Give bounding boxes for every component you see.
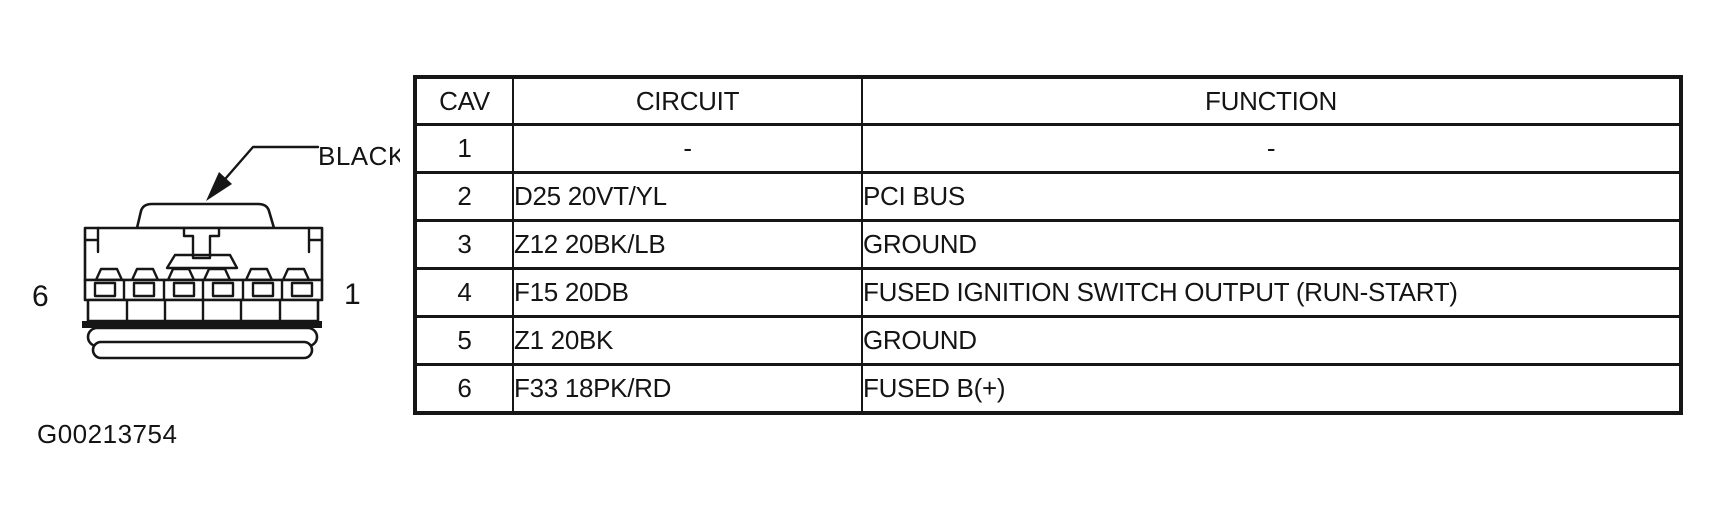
cell-function: GROUND (861, 315, 1682, 366)
cell-function: FUSED IGNITION SWITCH OUTPUT (RUN-START) (861, 267, 1682, 318)
col-header-cav: CAV (414, 75, 514, 126)
cell-function: GROUND (861, 219, 1682, 270)
cell-function: PCI BUS (861, 171, 1682, 222)
figure-id: G00213754 (37, 419, 177, 449)
connector-color-label: BLACK (318, 141, 400, 171)
cavity-1-label: 1 (344, 278, 361, 311)
table-row: 2 D25 20VT/YL PCI BUS (414, 171, 1682, 222)
leader-arrow (206, 147, 318, 201)
cell-cav: 5 (414, 315, 514, 366)
table-row: 1 - - (414, 123, 1682, 174)
cavity-6-label: 6 (32, 280, 49, 313)
cell-circuit: F15 20DB (512, 267, 863, 318)
cell-circuit: Z12 20BK/LB (512, 219, 863, 270)
table-row: 4 F15 20DB FUSED IGNITION SWITCH OUTPUT … (414, 267, 1682, 318)
table-row: 5 Z1 20BK GROUND (414, 315, 1682, 366)
cell-function: FUSED B(+) (861, 363, 1682, 415)
col-header-function: FUNCTION (861, 75, 1682, 126)
cell-cav: 6 (414, 363, 514, 415)
table-row: 6 F33 18PK/RD FUSED B(+) (414, 363, 1682, 415)
cell-cav: 3 (414, 219, 514, 270)
col-header-circuit: CIRCUIT (512, 75, 863, 126)
cell-circuit: Z1 20BK (512, 315, 863, 366)
cell-circuit: - (512, 123, 863, 174)
cell-cav: 4 (414, 267, 514, 318)
header-row: CAV CIRCUIT FUNCTION (414, 75, 1682, 126)
arrowhead-icon (206, 172, 232, 201)
connector-latch (137, 204, 274, 228)
pinout-table: CAV CIRCUIT FUNCTION 1 - - 2 D25 20VT/YL… (413, 75, 1683, 415)
connector-body (82, 228, 322, 358)
cell-circuit: D25 20VT/YL (512, 171, 863, 222)
cell-cav: 1 (414, 123, 514, 174)
connector-diagram: BLACK 6 1 G00213754 (32, 141, 400, 449)
cell-circuit: F33 18PK/RD (512, 363, 863, 415)
table-row: 3 Z12 20BK/LB GROUND (414, 219, 1682, 270)
cell-function: - (861, 123, 1682, 174)
cell-cav: 2 (414, 171, 514, 222)
